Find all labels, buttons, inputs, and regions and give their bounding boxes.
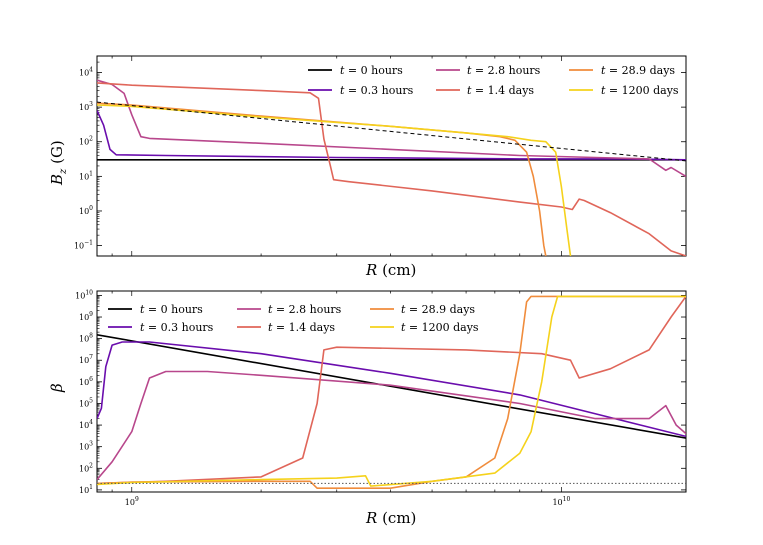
top-series-line-5 (97, 104, 572, 256)
bottom-y-ticks: 101 102 103 104 105 106 107 108 109 1010 (75, 289, 686, 495)
bottom-y-axis-label: β (48, 383, 66, 393)
top-x-axis-label: R (cm) (365, 261, 416, 279)
legend-label-t4: t = 28.9 days (601, 64, 675, 77)
top-ytick-label: 104 (79, 67, 93, 78)
top-plot-frame (96, 55, 687, 257)
top-series-group (97, 79, 686, 256)
legend2-label-t3: t = 1.4 days (268, 321, 335, 334)
legend2-label-t2: t = 2.8 hours (268, 303, 342, 316)
bottom-x-axis-label: R (cm) (365, 509, 416, 527)
top-series-line-3 (97, 82, 686, 256)
top-ytick-label: 100 (79, 205, 93, 216)
legend-label-t0: t = 0 hours (340, 64, 403, 77)
bottom-ytick-label: 104 (79, 419, 93, 430)
legend2-label-t4: t = 28.9 days (401, 303, 475, 316)
bottom-ytick-label: 109 (79, 311, 93, 322)
bottom-ytick-label: 107 (79, 354, 93, 365)
bottom-legend: t = 0 hours t = 0.3 hours t = 2.8 hours … (108, 303, 479, 334)
top-y-axis-label: Bz (G) (48, 140, 69, 186)
top-ytick-label: 10−1 (74, 240, 93, 251)
top-ytick-label: 101 (79, 170, 93, 181)
bottom-series-line-3 (97, 295, 686, 485)
bottom-series-line-0 (97, 334, 686, 439)
bottom-ytick-label: 105 (79, 397, 93, 408)
bottom-series-line-2 (97, 370, 686, 481)
top-panel-bz: 10−1 100 101 102 103 104 t = 0 hours t = 0.3 … (48, 55, 687, 279)
top-series-line-1 (97, 110, 686, 161)
bottom-x-ticks: 109 1010 (111, 291, 570, 507)
legend2-label-t1: t = 0.3 hours (140, 321, 214, 334)
legend-label-t2: t = 2.8 hours (467, 64, 541, 77)
legend-label-t3: t = 1.4 days (467, 84, 534, 97)
top-ytick-label: 103 (79, 101, 93, 112)
bottom-xtick-label: 109 (125, 496, 139, 507)
top-legend: t = 0 hours t = 0.3 hours t = 2.8 hours … (308, 64, 679, 97)
bottom-ytick-label: 106 (79, 376, 93, 387)
top-ytick-label: 102 (79, 136, 93, 147)
bottom-series-group (97, 295, 686, 489)
bottom-plot-frame (96, 290, 687, 493)
top-series-line-4 (97, 102, 547, 256)
top-series-line-6 (97, 101, 686, 162)
bottom-series-line-5 (97, 295, 686, 487)
legend2-label-t0: t = 0 hours (140, 303, 203, 316)
bottom-xtick-label: 1010 (552, 496, 570, 507)
legend-label-t5: t = 1200 days (601, 84, 679, 97)
top-y-ticks: 10−1 100 101 102 103 104 (74, 55, 686, 256)
legend-label-t1: t = 0.3 hours (340, 84, 414, 97)
bottom-ytick-label: 1010 (75, 289, 93, 300)
bottom-series-line-1 (97, 341, 686, 438)
bottom-ytick-label: 102 (79, 462, 93, 473)
bottom-ytick-label: 108 (79, 333, 93, 344)
bottom-ytick-label: 101 (79, 484, 93, 495)
legend2-label-t5: t = 1200 days (401, 321, 479, 334)
bottom-ytick-label: 103 (79, 441, 93, 452)
